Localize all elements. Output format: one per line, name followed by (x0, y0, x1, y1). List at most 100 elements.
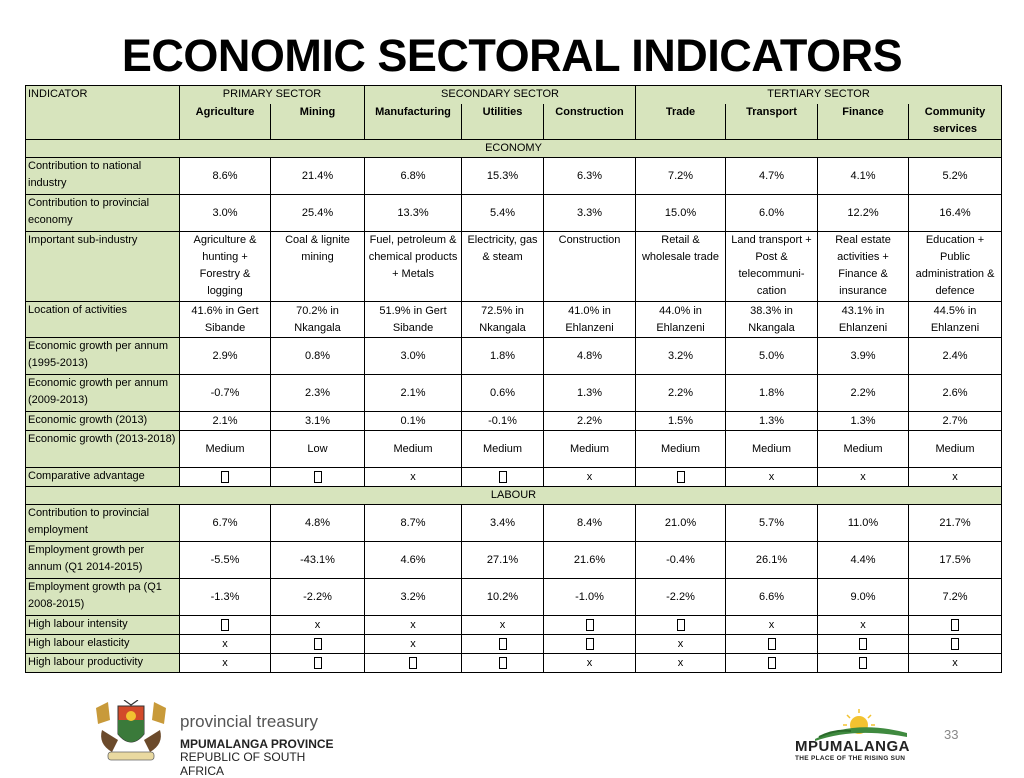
table-cell: -0.4% (635, 541, 727, 579)
treasury-footer: provincial treasury MPUMALANGA PROVINCE … (88, 700, 348, 778)
table-cell: -5.5% (179, 541, 271, 579)
missing-glyph-box (498, 637, 507, 650)
table-cell: 12.2% (817, 194, 910, 232)
table-cell: 6.8% (364, 157, 463, 195)
table-row: Comparative advantage x x x x x (25, 467, 1003, 487)
table-row: Economic growth (2013) 2.1% 3.1% 0.1% -0.1% 2… (25, 411, 1003, 431)
table-cell: Retail & wholesale trade (635, 231, 727, 302)
table-cell: x (908, 653, 1003, 673)
subsector-utilities: Utilities (461, 103, 545, 140)
table-cell: 21.4% (269, 157, 366, 195)
missing-glyph-cell (635, 615, 727, 635)
treasury-name: provincial treasury (180, 712, 318, 731)
missing-glyph-cell (179, 615, 271, 635)
table-cell: 5.0% (725, 337, 819, 375)
table-cell: 5.2% (908, 157, 1003, 195)
table-cell: 3.0% (179, 194, 271, 232)
row-label: High labour productivity (25, 653, 180, 673)
labour-section-header: LABOUR (24, 486, 1003, 505)
missing-glyph-box (409, 656, 418, 669)
table-cell: 5.4% (461, 194, 545, 232)
missing-glyph-cell (817, 634, 910, 654)
table-cell: 3.9% (817, 337, 910, 375)
row-label: Location of activities (25, 301, 180, 338)
table-cell: 0.6% (461, 374, 545, 412)
subsector-transport: Transport (725, 103, 819, 140)
table-cell: 0.1% (364, 411, 463, 431)
table-cell: x (543, 653, 637, 673)
table-cell: Low (269, 430, 366, 468)
table-cell: 2.2% (543, 411, 637, 431)
table-cell: 15.3% (461, 157, 545, 195)
table-cell: -43.1% (269, 541, 366, 579)
missing-glyph-box (221, 618, 229, 631)
table-cell: Medium (725, 430, 819, 468)
missing-glyph-cell (725, 634, 819, 654)
table-cell: 2.3% (269, 374, 366, 412)
table-cell: x (364, 634, 463, 654)
slide-number: 33 (944, 727, 959, 742)
table-row: Economic growth (2013-2018) Medium Low Medi… (25, 430, 1003, 468)
economy-section-header: ECONOMY (24, 139, 1003, 158)
table-cell: x (817, 615, 910, 635)
table-cell: -0.1% (461, 411, 545, 431)
mpumalanga-tagline: THE PLACE OF THE RISING SUN (795, 755, 906, 762)
table-cell: 38.3% in Nkangala (725, 301, 819, 338)
table-cell: -1.3% (179, 578, 271, 616)
table-cell: 27.1% (461, 541, 545, 579)
table-row: Location of activities 41.6% in Gert Siba… (25, 301, 1003, 338)
row-label: Contribution to national industry (25, 157, 180, 195)
missing-glyph-cell (543, 615, 637, 635)
row-label: Comparative advantage (25, 467, 180, 487)
table-row: Employment growth pa (Q1 2008-2015) -1.3%… (25, 578, 1003, 616)
table-cell: x (179, 653, 271, 673)
missing-glyph-cell (817, 653, 910, 673)
table-cell: 2.6% (908, 374, 1003, 412)
subsector-trade: Trade (635, 103, 727, 140)
missing-glyph-box (221, 470, 229, 483)
table-cell: 3.3% (543, 194, 637, 232)
missing-glyph-box (498, 656, 507, 669)
table-cell: 26.1% (725, 541, 819, 579)
table-cell: 4.8% (269, 504, 366, 542)
table-cell: 21.6% (543, 541, 637, 579)
table-cell: 3.0% (364, 337, 463, 375)
table-cell: 7.2% (635, 157, 727, 195)
table-row: High labour elasticity x x x (25, 634, 1003, 654)
table-cell: Agriculture & hunting + Forestry & loggi… (179, 231, 271, 302)
missing-glyph-cell (635, 467, 727, 487)
missing-glyph-box (313, 656, 322, 669)
table-cell: 5.7% (725, 504, 819, 542)
labour-section-row: LABOUR (24, 486, 1003, 505)
table-cell: -2.2% (635, 578, 727, 616)
table-cell: 6.7% (179, 504, 271, 542)
table-cell: 3.4% (461, 504, 545, 542)
missing-glyph-cell (269, 634, 366, 654)
missing-glyph-cell (179, 467, 271, 487)
table-cell: 70.2% in Nkangala (269, 301, 366, 338)
missing-glyph-box (498, 470, 507, 483)
missing-glyph-cell (461, 467, 545, 487)
table-cell: 16.4% (908, 194, 1003, 232)
row-label: High labour intensity (25, 615, 180, 635)
subsector-finance: Finance (817, 103, 910, 140)
table-cell: 1.8% (461, 337, 545, 375)
table-cell: Electricity, gas & steam (461, 231, 545, 302)
indicators-table: INDICATOR PRIMARY SECTOR SECONDARY SECTO… (24, 85, 1003, 673)
table-row: Economic growth per annum (1995-2013) 2.9… (25, 337, 1003, 375)
table-cell: 4.6% (364, 541, 463, 579)
missing-glyph-cell (269, 467, 366, 487)
missing-glyph-box (951, 618, 960, 631)
table-cell: x (461, 615, 545, 635)
tertiary-sector-header: TERTIARY SECTOR (635, 85, 1003, 104)
table-cell: Real estate activities + Finance & insur… (817, 231, 910, 302)
table-cell: Medium (364, 430, 463, 468)
table-cell: 72.5% in Nkangala (461, 301, 545, 338)
primary-sector-header: PRIMARY SECTOR (178, 85, 366, 104)
table-cell: 2.1% (364, 374, 463, 412)
table-cell: 4.4% (817, 541, 910, 579)
table-cell: 8.4% (543, 504, 637, 542)
table-cell: 13.3% (364, 194, 463, 232)
table-cell: Medium (635, 430, 727, 468)
row-label: Employment growth per annum (Q1 2014-201… (25, 541, 180, 579)
